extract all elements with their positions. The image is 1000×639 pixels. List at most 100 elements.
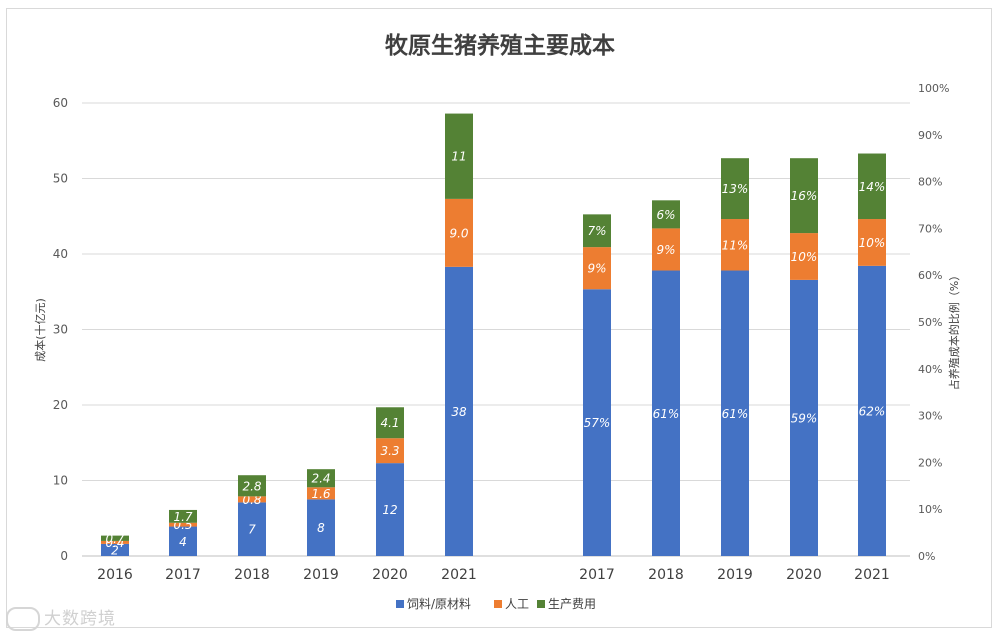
watermark-logo-icon: [6, 607, 40, 631]
bar-segment: [307, 499, 335, 556]
bar-segment: [376, 463, 404, 556]
bar-segment: [307, 469, 335, 488]
legend-swatch: [396, 600, 404, 608]
bar-segment: [652, 228, 680, 271]
legend-swatch: [537, 600, 545, 608]
legend-label: 生产费用: [548, 597, 596, 611]
data-label: 61%: [653, 407, 680, 421]
data-label: 57%: [584, 416, 611, 430]
data-label: 2.4: [311, 472, 330, 486]
bar-segment: [445, 266, 473, 556]
bar-segment: [445, 113, 473, 199]
data-label: 9.0: [449, 226, 468, 240]
data-label: 2: [111, 543, 119, 557]
right-tick-label: 50%: [918, 316, 942, 329]
bar-segment: [376, 407, 404, 439]
x-tick-label: 2018: [648, 567, 684, 583]
data-label: 10%: [791, 250, 818, 264]
bar-segment: [238, 496, 266, 503]
right-tick-label: 30%: [918, 410, 942, 423]
bar-segment: [101, 535, 129, 541]
x-tick-label: 2017: [165, 567, 201, 583]
left-axis-title: 成本(十亿元): [33, 298, 47, 362]
left-tick-label: 0: [60, 549, 68, 563]
data-label: 0.7: [105, 532, 124, 546]
bar-segment: [101, 543, 129, 556]
bar-segment: [790, 233, 818, 280]
bar-segment: [169, 509, 197, 523]
right-tick-label: 40%: [918, 363, 942, 376]
legend-swatch: [494, 600, 502, 608]
right-tick-label: 20%: [918, 456, 942, 469]
bar-segment: [445, 198, 473, 267]
data-label: 0.8: [242, 493, 261, 507]
data-label: 14%: [859, 180, 886, 194]
data-label: 16%: [791, 189, 818, 203]
data-label: 10%: [859, 236, 886, 250]
right-tick-label: 0%: [918, 550, 935, 563]
data-label: 9%: [587, 262, 606, 276]
x-tick-label: 2020: [786, 567, 822, 583]
bar-segment: [376, 438, 404, 464]
data-label: 61%: [722, 407, 749, 421]
bar-segment: [652, 270, 680, 556]
right-axis-title: 占养殖成本的比例（%）: [947, 270, 961, 390]
right-tick-label: 80%: [918, 176, 942, 189]
watermark: 大数跨境: [6, 604, 116, 631]
bar-segment: [790, 158, 818, 234]
x-tick-label: 2019: [303, 567, 339, 583]
data-label: 6%: [656, 208, 675, 222]
data-label: 12: [382, 503, 397, 517]
bar-segment: [721, 158, 749, 220]
x-tick-label: 2020: [372, 567, 408, 583]
data-label: 62%: [859, 404, 886, 418]
bar-segment: [721, 270, 749, 556]
left-tick-label: 60: [53, 96, 68, 110]
left-tick-label: 10: [53, 474, 68, 488]
bar-segment: [652, 200, 680, 229]
bar-segment: [238, 475, 266, 497]
bar-segment: [721, 219, 749, 271]
data-label: 1.7: [173, 510, 192, 524]
bar-segment: [858, 265, 886, 556]
right-tick-label: 70%: [918, 222, 942, 235]
x-tick-label: 2017: [579, 567, 615, 583]
x-tick-label: 2016: [97, 567, 133, 583]
right-tick-label: 90%: [918, 129, 942, 142]
left-tick-label: 50: [53, 172, 68, 186]
bar-segment: [583, 247, 611, 290]
data-label: 13%: [722, 182, 749, 196]
data-label: 7: [248, 523, 256, 537]
data-label: 1.6: [311, 487, 330, 501]
left-tick-label: 20: [53, 398, 68, 412]
data-label: 38: [451, 405, 467, 419]
legend-label: 人工: [505, 597, 529, 611]
data-label: 8: [317, 521, 325, 535]
data-label: 59%: [791, 411, 818, 425]
data-label: 2.8: [242, 479, 261, 493]
x-tick-label: 2018: [234, 567, 270, 583]
x-tick-label: 2021: [854, 567, 890, 583]
bar-segment: [169, 526, 197, 556]
legend-label: 饲料/原材料: [407, 597, 471, 611]
left-tick-label: 40: [53, 247, 68, 261]
left-tick-label: 30: [53, 323, 68, 337]
bar-segment: [583, 214, 611, 248]
bar-segment: [101, 540, 129, 544]
data-label: 4: [179, 535, 187, 549]
data-label: 9%: [656, 243, 675, 257]
bar-segment: [307, 487, 335, 500]
bar-segment: [858, 153, 886, 220]
right-tick-label: 100%: [918, 82, 949, 95]
bar-segment: [238, 502, 266, 556]
x-tick-label: 2021: [441, 567, 477, 583]
data-label: 7%: [587, 224, 606, 238]
bar-segment: [583, 289, 611, 556]
chart-title: 牧原生猪养殖主要成本: [385, 32, 615, 59]
data-label: 11: [451, 150, 466, 164]
right-tick-label: 10%: [918, 503, 942, 516]
right-tick-label: 60%: [918, 269, 942, 282]
bar-segment: [790, 279, 818, 556]
data-label: 11%: [722, 238, 749, 252]
